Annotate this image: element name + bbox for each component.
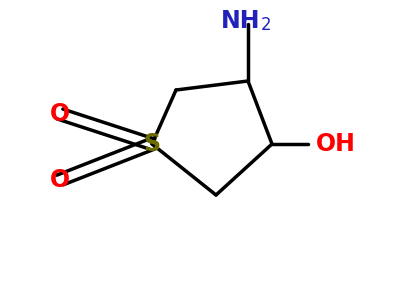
Text: S: S: [144, 132, 160, 156]
Text: $_2$: $_2$: [260, 9, 271, 33]
Text: O: O: [50, 102, 70, 126]
Text: O: O: [50, 168, 70, 192]
Text: NH: NH: [220, 9, 260, 33]
Text: OH: OH: [316, 132, 356, 156]
